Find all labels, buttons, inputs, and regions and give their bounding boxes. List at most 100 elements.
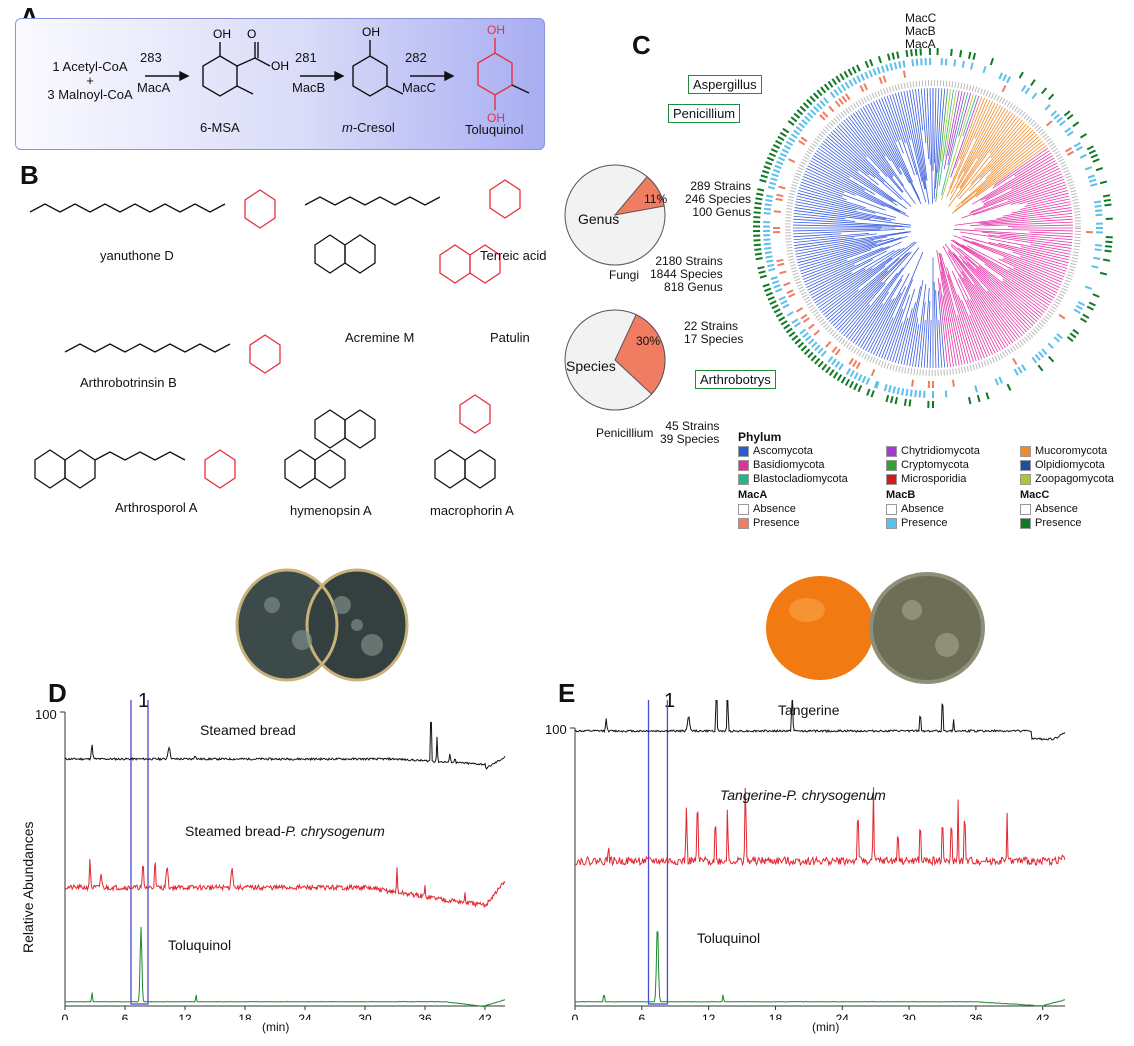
pie-genus-info: 289 Strains 246 Species 100 Genus: [685, 180, 751, 219]
chrom-xtick-label: 42: [478, 1012, 492, 1020]
tree-branch: [978, 265, 1042, 318]
tree-branch: [850, 247, 920, 342]
tree-branch: [830, 270, 888, 325]
ring-segment: [1104, 249, 1112, 253]
ring-segment: [852, 360, 858, 368]
tree-branch: [873, 286, 906, 355]
tree-branch: [881, 279, 914, 359]
tree-branch: [949, 98, 988, 190]
tree-branch: [813, 155, 851, 179]
ring-segment: [1099, 180, 1108, 185]
ring-segment: [802, 332, 809, 339]
ring-segment: [1066, 336, 1074, 343]
ring-segment: [802, 317, 810, 323]
ring-segment: [760, 174, 768, 179]
photo-steamed-bread: [232, 565, 412, 685]
tree-branch: [892, 288, 915, 363]
genus-info-species: 246 Species: [685, 192, 752, 206]
tree-branch: [952, 251, 1023, 337]
tree-branch: [889, 322, 903, 362]
ring-segment: [944, 390, 948, 398]
tree-branch: [848, 267, 904, 340]
ring-segment: [761, 169, 770, 175]
tree-branch: [969, 127, 1032, 192]
tree-branch: [796, 195, 857, 211]
ring-segment: [1073, 142, 1081, 148]
tree-branch: [873, 101, 921, 200]
tree-branch: [943, 90, 960, 170]
tree-branch: [972, 184, 1067, 216]
tree-branch: [969, 314, 988, 358]
tree-branch: [800, 249, 872, 275]
tree-branch: [808, 162, 906, 215]
tree-branch: [981, 162, 1058, 203]
ring-segment: [802, 102, 810, 109]
ring-segment: [767, 185, 776, 190]
ring-segment: [1059, 120, 1066, 127]
tree-branch: [974, 101, 993, 139]
ring-segment: [782, 303, 790, 309]
ring-segment: [1056, 333, 1063, 340]
ring-segment: [998, 376, 1004, 384]
ring-segment: [882, 75, 887, 83]
tree-branch: [1003, 204, 1072, 217]
step1-num: 283: [140, 50, 162, 65]
panel-c-label: C: [632, 30, 651, 60]
ring-segment: [1088, 149, 1096, 155]
tree-branch: [793, 228, 881, 232]
panel-e-label: E: [558, 678, 576, 708]
tree-branch: [970, 173, 1063, 213]
trace-tangerine-pchrysogenum: [574, 787, 1066, 867]
tree-branch: [935, 88, 949, 202]
ring-segment: [828, 105, 835, 113]
ring-segment: [786, 140, 794, 147]
tree-branch: [795, 201, 887, 220]
tree-branch: [959, 273, 1004, 350]
ring-segment: [1066, 150, 1075, 156]
ring-segment: [834, 348, 841, 356]
fungi-label: Fungi: [609, 268, 640, 282]
legend-macc-presence: Presence: [1020, 516, 1130, 530]
ring-segment: [1084, 285, 1093, 290]
tree-branch: [959, 231, 1072, 249]
ring-segment: [905, 388, 909, 397]
ring-segment: [1013, 368, 1019, 376]
ring-segment: [1012, 357, 1018, 365]
legend-chytridiomycota: Chytridiomycota: [886, 444, 996, 458]
ring-segment: [827, 80, 834, 88]
ring-segment: [840, 376, 847, 384]
ring-segment: [1044, 103, 1051, 111]
ring-segment: [889, 63, 894, 71]
tree-branch: [926, 300, 931, 368]
ring-segment: [810, 109, 817, 116]
ring-segment: [765, 198, 773, 203]
ring-segment: [1079, 133, 1087, 139]
ring-segment: [1079, 153, 1087, 159]
chrom-xtick-label: 36: [969, 1012, 983, 1020]
legend-phylum-title: Phylum: [738, 430, 782, 444]
ring-segment: [1077, 301, 1085, 307]
ring-segment: [779, 270, 787, 275]
ring-segment: [768, 267, 776, 272]
ring-segment: [795, 126, 803, 132]
ring-segment: [816, 89, 823, 97]
compound-macrophorin-a: macrophorin A: [430, 503, 514, 518]
ring-segment: [786, 311, 794, 317]
ring-segment: [1041, 348, 1048, 356]
tree-branch: [804, 170, 885, 207]
ring-segment: [848, 380, 855, 389]
ring-segment: [820, 350, 827, 357]
ring-segment: [838, 363, 844, 371]
chrom-xtick-label: 30: [902, 1012, 916, 1020]
tree-branch: [862, 106, 903, 175]
tree-branch: [802, 247, 884, 280]
tree-branch: [855, 111, 886, 157]
tree-branch: [1029, 231, 1073, 235]
ring-segment: [911, 379, 915, 387]
ring-segment: [777, 135, 785, 142]
tree-label-arthrobotrys: Arthrobotrys: [695, 370, 776, 389]
ring-segment: [898, 61, 902, 69]
ring-segment: [822, 97, 829, 104]
tree-branch: [938, 89, 954, 186]
ring-segment: [905, 49, 909, 58]
